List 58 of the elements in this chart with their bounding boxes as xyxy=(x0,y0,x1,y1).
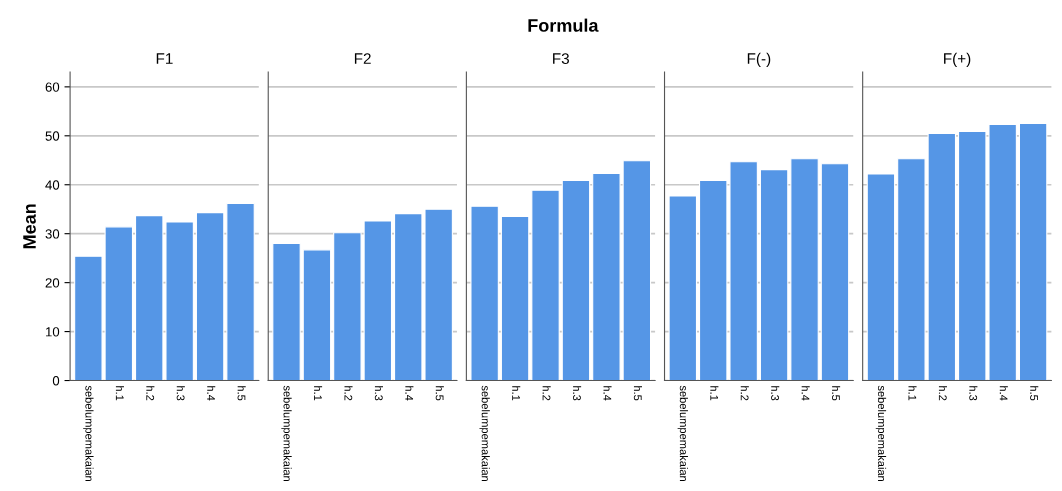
x-tick-label: h.4 xyxy=(801,386,810,401)
y-tick-label: 10 xyxy=(46,327,60,337)
x-tick-label: sebelumpemakaian xyxy=(281,385,292,482)
chart-title: F3 xyxy=(553,53,569,64)
x-tick-label: h.4 xyxy=(405,386,414,401)
bar xyxy=(470,205,499,381)
y-tick-label: 30 xyxy=(45,229,60,239)
x-tick-label: h.2 xyxy=(938,386,947,401)
chart-title: F2 xyxy=(354,53,371,64)
x-tick-label: sebelumpemakaian xyxy=(479,385,490,482)
bar xyxy=(195,212,225,381)
x-tick-label: h.4 xyxy=(603,386,612,401)
text: Formula xyxy=(528,18,599,32)
x-tick-label: h.2 xyxy=(146,386,155,401)
x-tick-label: h.2 xyxy=(542,386,551,401)
chart-title: F(-) xyxy=(747,52,771,68)
bar xyxy=(1018,123,1048,381)
x-tick-label: h.1 xyxy=(908,386,917,401)
y-tick-label: 60 xyxy=(45,82,60,92)
bar xyxy=(561,179,591,381)
x-tick-label: h.5 xyxy=(831,386,841,401)
x-tick-label: h.4 xyxy=(999,386,1008,401)
bar xyxy=(500,216,530,381)
y-tick-label: 20 xyxy=(45,278,60,288)
bar xyxy=(302,249,332,381)
y-tick-label: 0 xyxy=(52,376,60,386)
y-tick-label: 40 xyxy=(45,180,60,190)
y-axis-title: Mean xyxy=(23,204,36,249)
bar xyxy=(531,189,560,381)
bar xyxy=(226,202,255,381)
x-tick-label: h.3 xyxy=(176,386,185,401)
bar xyxy=(866,173,896,381)
x-tick-label: h.4 xyxy=(207,386,216,401)
bar xyxy=(668,195,698,381)
bar xyxy=(272,242,301,381)
x-tick-label: sebelumpemakaian xyxy=(875,385,887,482)
bar xyxy=(820,163,850,381)
x-tick-label: h.3 xyxy=(374,386,383,401)
x-tick-label: h.1 xyxy=(314,386,323,401)
x-tick-label: h.3 xyxy=(572,386,582,401)
x-tick-label: sebelumpemakaian xyxy=(83,385,94,482)
bar xyxy=(790,158,819,381)
x-tick-label: h.2 xyxy=(344,386,353,401)
x-tick-label: h.5 xyxy=(633,386,643,401)
y-tick-label: 50 xyxy=(45,131,60,141)
x-tick-label: h.5 xyxy=(1030,386,1039,401)
x-tick-label: h.1 xyxy=(710,386,719,401)
x-tick-label: h.2 xyxy=(740,386,749,401)
chart-title: F(+) xyxy=(944,52,971,68)
x-tick-label: h.3 xyxy=(969,386,978,401)
x-tick-label: sebelumpemakaian xyxy=(677,385,688,482)
x-tick-label: h.1 xyxy=(512,386,521,401)
x-tick-label: h.5 xyxy=(435,386,444,401)
x-tick-label: h.5 xyxy=(237,386,246,401)
x-tick-label: h.1 xyxy=(115,386,124,401)
chart-title: F1 xyxy=(156,53,173,64)
bar xyxy=(759,169,789,381)
x-tick-label: h.3 xyxy=(771,386,780,401)
